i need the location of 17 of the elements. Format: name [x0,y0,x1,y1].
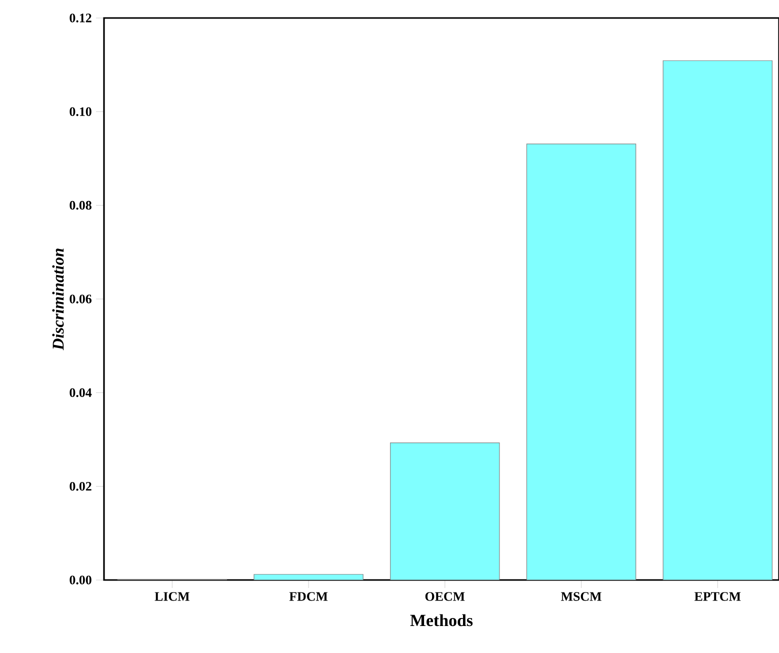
y-tick-label: 0.02 [70,482,92,491]
y-tick-label: 0.08 [70,200,92,210]
y-tick-label: 0.00 [70,576,92,584]
x-tick-label: EPTCM [694,592,741,601]
x-tick-label: MSCM [561,592,602,601]
x-tick-label: FDCM [289,592,328,601]
y-axis-title: Discrimination [52,248,64,350]
y-tick-label: 0.12 [70,14,92,22]
y-tick-label: 0.04 [70,388,92,398]
x-tick-label: OECM [425,592,465,601]
bar [526,144,636,580]
y-tick-label: 0.06 [70,294,92,304]
x-axis-title: Methods [410,614,473,626]
y-tick-label: 0.10 [70,107,92,116]
bar [390,442,500,580]
x-tick-label: LICM [154,592,190,601]
bar [662,60,772,580]
